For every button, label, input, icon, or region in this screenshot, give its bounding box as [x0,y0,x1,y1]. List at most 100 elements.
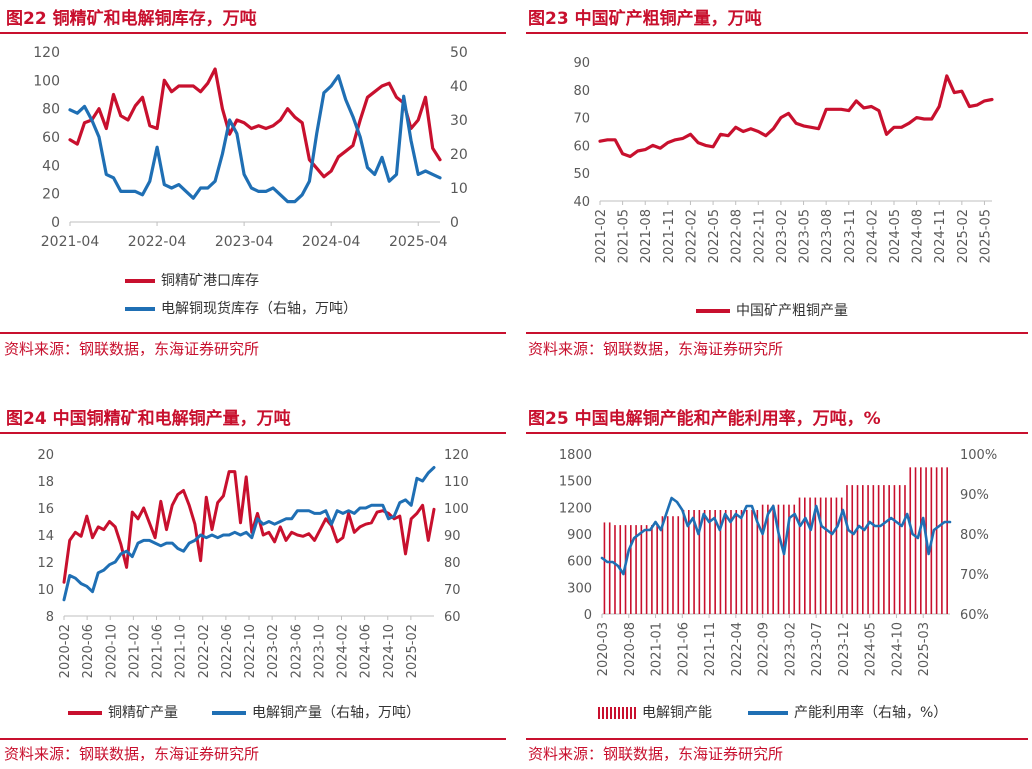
legend-swatch [68,711,102,715]
capacity-bar [872,485,875,614]
legend-label: 中国矿产粗铜产量 [736,303,848,319]
x-tick-label: 2020-10 [104,624,119,678]
y2-tick-label: 0 [450,215,459,231]
y-tick-label: 80 [42,102,60,118]
x-tick-label: 2024-02 [336,624,351,678]
source-rule [0,738,506,740]
capacity-bar [724,510,727,614]
legend-swatch [125,279,155,283]
capacity-bar [835,497,838,614]
legend-item-1: 铜精矿港口库存 [125,270,259,290]
legend-label: 铜精矿港口库存 [161,273,259,289]
y-tick-label: 90 [573,56,590,71]
capacity-bar [793,504,796,614]
x-tick-label: 2023-11 [843,209,858,263]
title-rule [526,432,1028,434]
x-tick-label: 2021-11 [662,209,677,263]
capacity-bar [883,485,885,614]
x-tick-label: 2022-02 [684,209,699,263]
x-tick-label: 2023-05 [798,209,813,263]
capacity-bar [867,485,869,614]
y-tick-label: 0 [584,608,592,623]
y-tick-label: 300 [567,581,592,596]
legend-swatch [598,707,636,719]
x-tick-label: 2023-10 [312,624,327,678]
x-tick-label: 2024-10 [382,624,397,678]
capacity-bar [730,510,732,614]
y2-tick-label: 20 [450,147,468,163]
y-tick-label: 14 [37,529,54,544]
capacity-bar [635,525,637,614]
source-note: 资料来源：钢联数据，东海证券研究所 [4,745,260,763]
capacity-bar [920,467,922,614]
y2-tick-label: 50 [450,45,468,61]
chart-fig23: 40 50 60 70 80 90 2021-02 2021-05 2021-08 2021-11… [573,56,994,263]
x-tick-label: 2024-10 [890,622,905,676]
y-tick-label: 0 [51,215,60,231]
y2-tick-label: 70 [444,583,461,598]
x-tick-label: 2023-02 [266,624,281,678]
capacity-bar [746,510,748,614]
y2-tick-label: 60 [444,610,461,625]
capacity-bar [614,525,616,614]
capacity-bar [688,510,690,614]
source-note: 资料来源：钢联数据，东海证券研究所 [528,745,784,763]
x-tick-label: 2021-06 [676,622,691,676]
x-tick-label: 2021-01 [650,622,665,676]
panel-fig24: 图24 中国铜精矿和电解铜产量，万吨 8 10 12 14 16 18 20 60 70 80 90… [0,400,506,769]
x-tick-label: 2024-05 [864,622,879,676]
capacity-bar [661,516,664,614]
chart-fig22: 0 20 40 60 80 100 120 0 10 20 30 40 50 2021-04 2022-04… [33,45,468,250]
x-tick-label: 2022-04 [128,234,187,250]
y-tick-label: 1200 [559,501,592,516]
y-tick-label: 12 [37,556,54,571]
x-tick-label: 2025-02 [405,624,420,678]
y2-tick-label: 40 [450,79,468,95]
x-tick-label: 2021-08 [639,209,654,263]
x-tick-label: 2021-04 [41,234,100,250]
y2-tick-label: 100% [960,448,997,463]
capacity-bar [904,485,906,614]
capacity-bar [656,525,658,614]
y2-tick-label: 110 [444,475,469,490]
capacity-bar [735,510,738,614]
capacity-bar [909,467,912,614]
capacity-bar [608,522,611,614]
x-tick-label: 2020-02 [58,624,73,678]
capacity-bar [714,510,716,614]
x-tick-label: 2022-04 [730,622,745,676]
x-tick-label: 2021-06 [151,624,166,678]
capacity-bar [751,510,753,614]
y-tick-label: 1500 [559,475,592,490]
legend-label: 铜精矿产量 [108,705,178,721]
capacity-bar [941,467,943,614]
capacity-bar [740,510,743,614]
series-line [68,74,442,204]
y-tick-label: 40 [42,158,60,174]
capacity-bar [672,516,674,614]
source-rule [526,332,1028,334]
capacity-bar [888,485,890,614]
y-tick-label: 8 [46,610,54,625]
x-tick-label: 2024-11 [933,209,948,263]
capacity-bar [798,497,801,614]
legend-label: 产能利用率（右轴，%） [794,705,948,721]
x-tick-label: 2020-03 [596,622,611,676]
x-tick-label: 2020-08 [623,622,638,676]
y-tick-label: 80 [573,84,590,99]
series-line [598,74,994,159]
series-line [62,470,436,584]
series-line [600,496,952,576]
chart-fig24: 8 10 12 14 16 18 20 60 70 80 90 100 110 120 2020-02 202… [37,448,469,678]
legend-label: 电解铜产量（右轴，万吨） [252,705,420,721]
y-tick-label: 1800 [559,448,592,463]
x-tick-label: 2023-06 [289,624,304,678]
source-rule [526,738,1028,740]
capacity-bar [630,525,632,614]
x-tick-label: 2022-02 [197,624,212,678]
y-tick-label: 70 [573,112,590,127]
y-tick-label: 40 [573,195,590,210]
chart-fig25: 0 300 600 900 1200 1500 1800 60% 70% 80% 90% 100% 20… [559,448,997,676]
capacity-bar [893,485,896,614]
x-tick-label: 2025-02 [956,209,971,263]
